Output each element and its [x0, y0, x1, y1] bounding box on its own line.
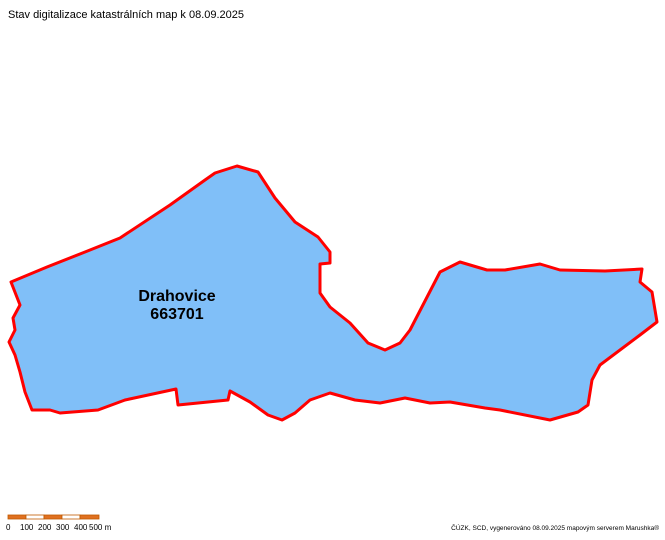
scale-label: 300	[56, 523, 70, 532]
scale-labels: 0 100 200 300 400 500 m	[6, 523, 112, 532]
cadastral-area	[7, 164, 659, 422]
map-title: Stav digitalizace katastrálních map k 08…	[8, 9, 244, 21]
parcel-code: 663701	[150, 306, 203, 323]
scale-label: 400	[74, 523, 88, 532]
scale-label: 100	[20, 523, 34, 532]
attribution: ČÚZK, SCD, vygenerováno 08.09.2025 mapov…	[451, 523, 659, 532]
parcel-name: Drahovice	[138, 288, 215, 305]
scale-label: 500 m	[89, 523, 112, 532]
scale-label: 0	[6, 523, 11, 532]
scale-label: 200	[38, 523, 52, 532]
scale-bar	[7, 514, 100, 520]
